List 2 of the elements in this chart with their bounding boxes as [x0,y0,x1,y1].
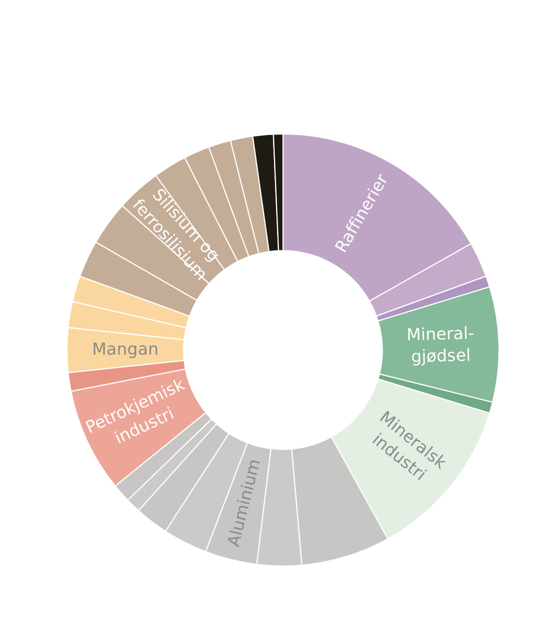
slice-label: Mangan [94,342,158,358]
slice-label: Mineral- gjødsel [408,326,474,366]
